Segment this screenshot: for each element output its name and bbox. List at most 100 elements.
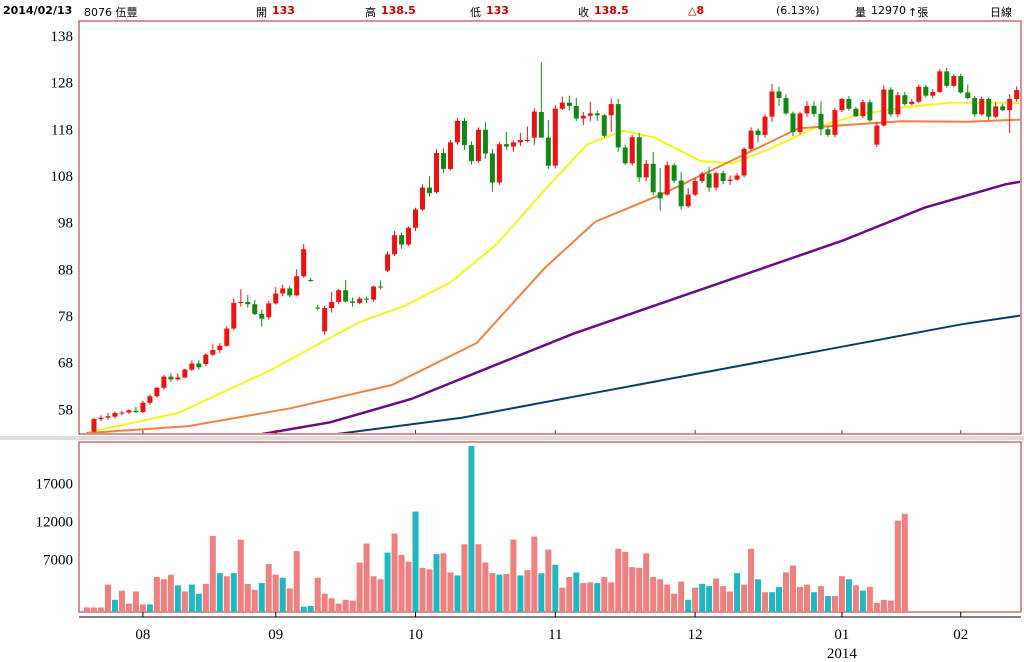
candle-body [965,92,971,98]
candle-body [972,98,978,115]
change-value: △8 [688,4,705,17]
volume-bar [615,548,622,612]
volume-bar [601,576,608,612]
volume-bar [97,607,104,612]
volume-bar [880,599,887,612]
candle-body [280,288,286,294]
candle-body [601,115,607,136]
stock-name: 8076 伍豐 [84,6,138,19]
candle-body [573,105,579,119]
high-label: 高 [365,6,376,19]
volume-bar [559,587,566,612]
candle-body [168,376,174,380]
volume-bar [342,599,349,612]
volume-bar [377,579,384,612]
volume-bar [412,511,419,612]
candle-body [315,307,321,309]
volume-bar [230,573,237,612]
y-tick-label: 88 [58,262,73,278]
volume-bar [531,536,538,612]
candle-body [224,328,230,346]
volume-bar [307,605,314,612]
candle-body [105,416,111,418]
candle-body [133,410,139,413]
candle-body [496,144,502,183]
candle-body [461,120,467,146]
volume-bar [769,592,776,612]
volume-bar [762,592,769,612]
volume-bar [468,446,475,612]
candle-body [608,104,614,116]
candle-body [657,192,663,199]
volume-bar [852,585,859,612]
candle-body [860,102,866,117]
volume-unit: ↑張 [908,6,929,19]
candle-body [196,363,202,368]
volume-bar [657,579,664,612]
candle-body [923,86,929,96]
candle-body [413,209,419,228]
volume-bar [713,578,720,612]
candle-body [294,276,300,296]
volume-bar [321,593,328,612]
quote-header: 2014/02/13 8076 伍豐 開 133 高 138.5 低 133 收… [0,0,1024,20]
volume-bar [622,551,629,612]
volume-bar [447,572,454,612]
y-tick-label: 138 [51,29,74,45]
volume-tick-label: 17000 [36,477,74,493]
candle-body [399,235,405,245]
candle-body [98,417,104,420]
candle-body [343,290,349,302]
volume-bar [796,586,803,612]
volume-bar [475,544,482,612]
x-month-label: 08 [135,627,150,643]
candle-body [804,105,810,114]
candle-body [517,140,523,143]
volume-bar [650,576,657,612]
candle-body [566,102,572,106]
candle-body [308,280,314,281]
volume-bar [167,574,174,612]
volume-bar [251,589,258,612]
candle-body [147,396,153,403]
volume-bar [803,584,810,612]
volume-bar [118,590,125,612]
volume-bar [608,582,615,612]
volume-bar [748,548,755,612]
volume-bar [664,584,671,612]
volume-bar [873,602,880,612]
period-label: 日線 [990,6,1012,19]
volume-bar [84,607,90,612]
volume-bar [104,584,111,612]
volume-bar [258,583,265,612]
volume-value: 12970 [871,4,906,17]
volume-label: 量 [855,6,866,19]
candle-body [895,95,901,115]
candle-body [720,173,726,182]
candle-body [664,165,670,195]
y-tick-label: 68 [58,356,73,372]
candle-body [489,153,495,183]
candle-body [594,113,600,116]
candle-body [357,298,363,303]
x-month-label: 10 [408,627,423,643]
y-tick-label: 108 [51,169,74,185]
volume-bar [370,576,377,612]
volume-bar [727,591,734,612]
candle-body [874,125,880,145]
volume-bar [629,567,636,612]
candle-body [119,412,125,414]
volume-bar [636,567,643,612]
candle-body [790,113,796,133]
volume-bar [741,584,748,612]
volume-bar [783,572,789,612]
candle-body [322,308,328,332]
volume-bar [482,562,489,612]
volume-bar [293,551,300,612]
volume-bar [398,554,405,612]
candle-body [1007,98,1013,111]
volume-bar [405,561,412,612]
volume-bar [237,539,244,612]
candle-body [734,175,740,180]
date-label: 2014/02/13 [3,4,73,17]
